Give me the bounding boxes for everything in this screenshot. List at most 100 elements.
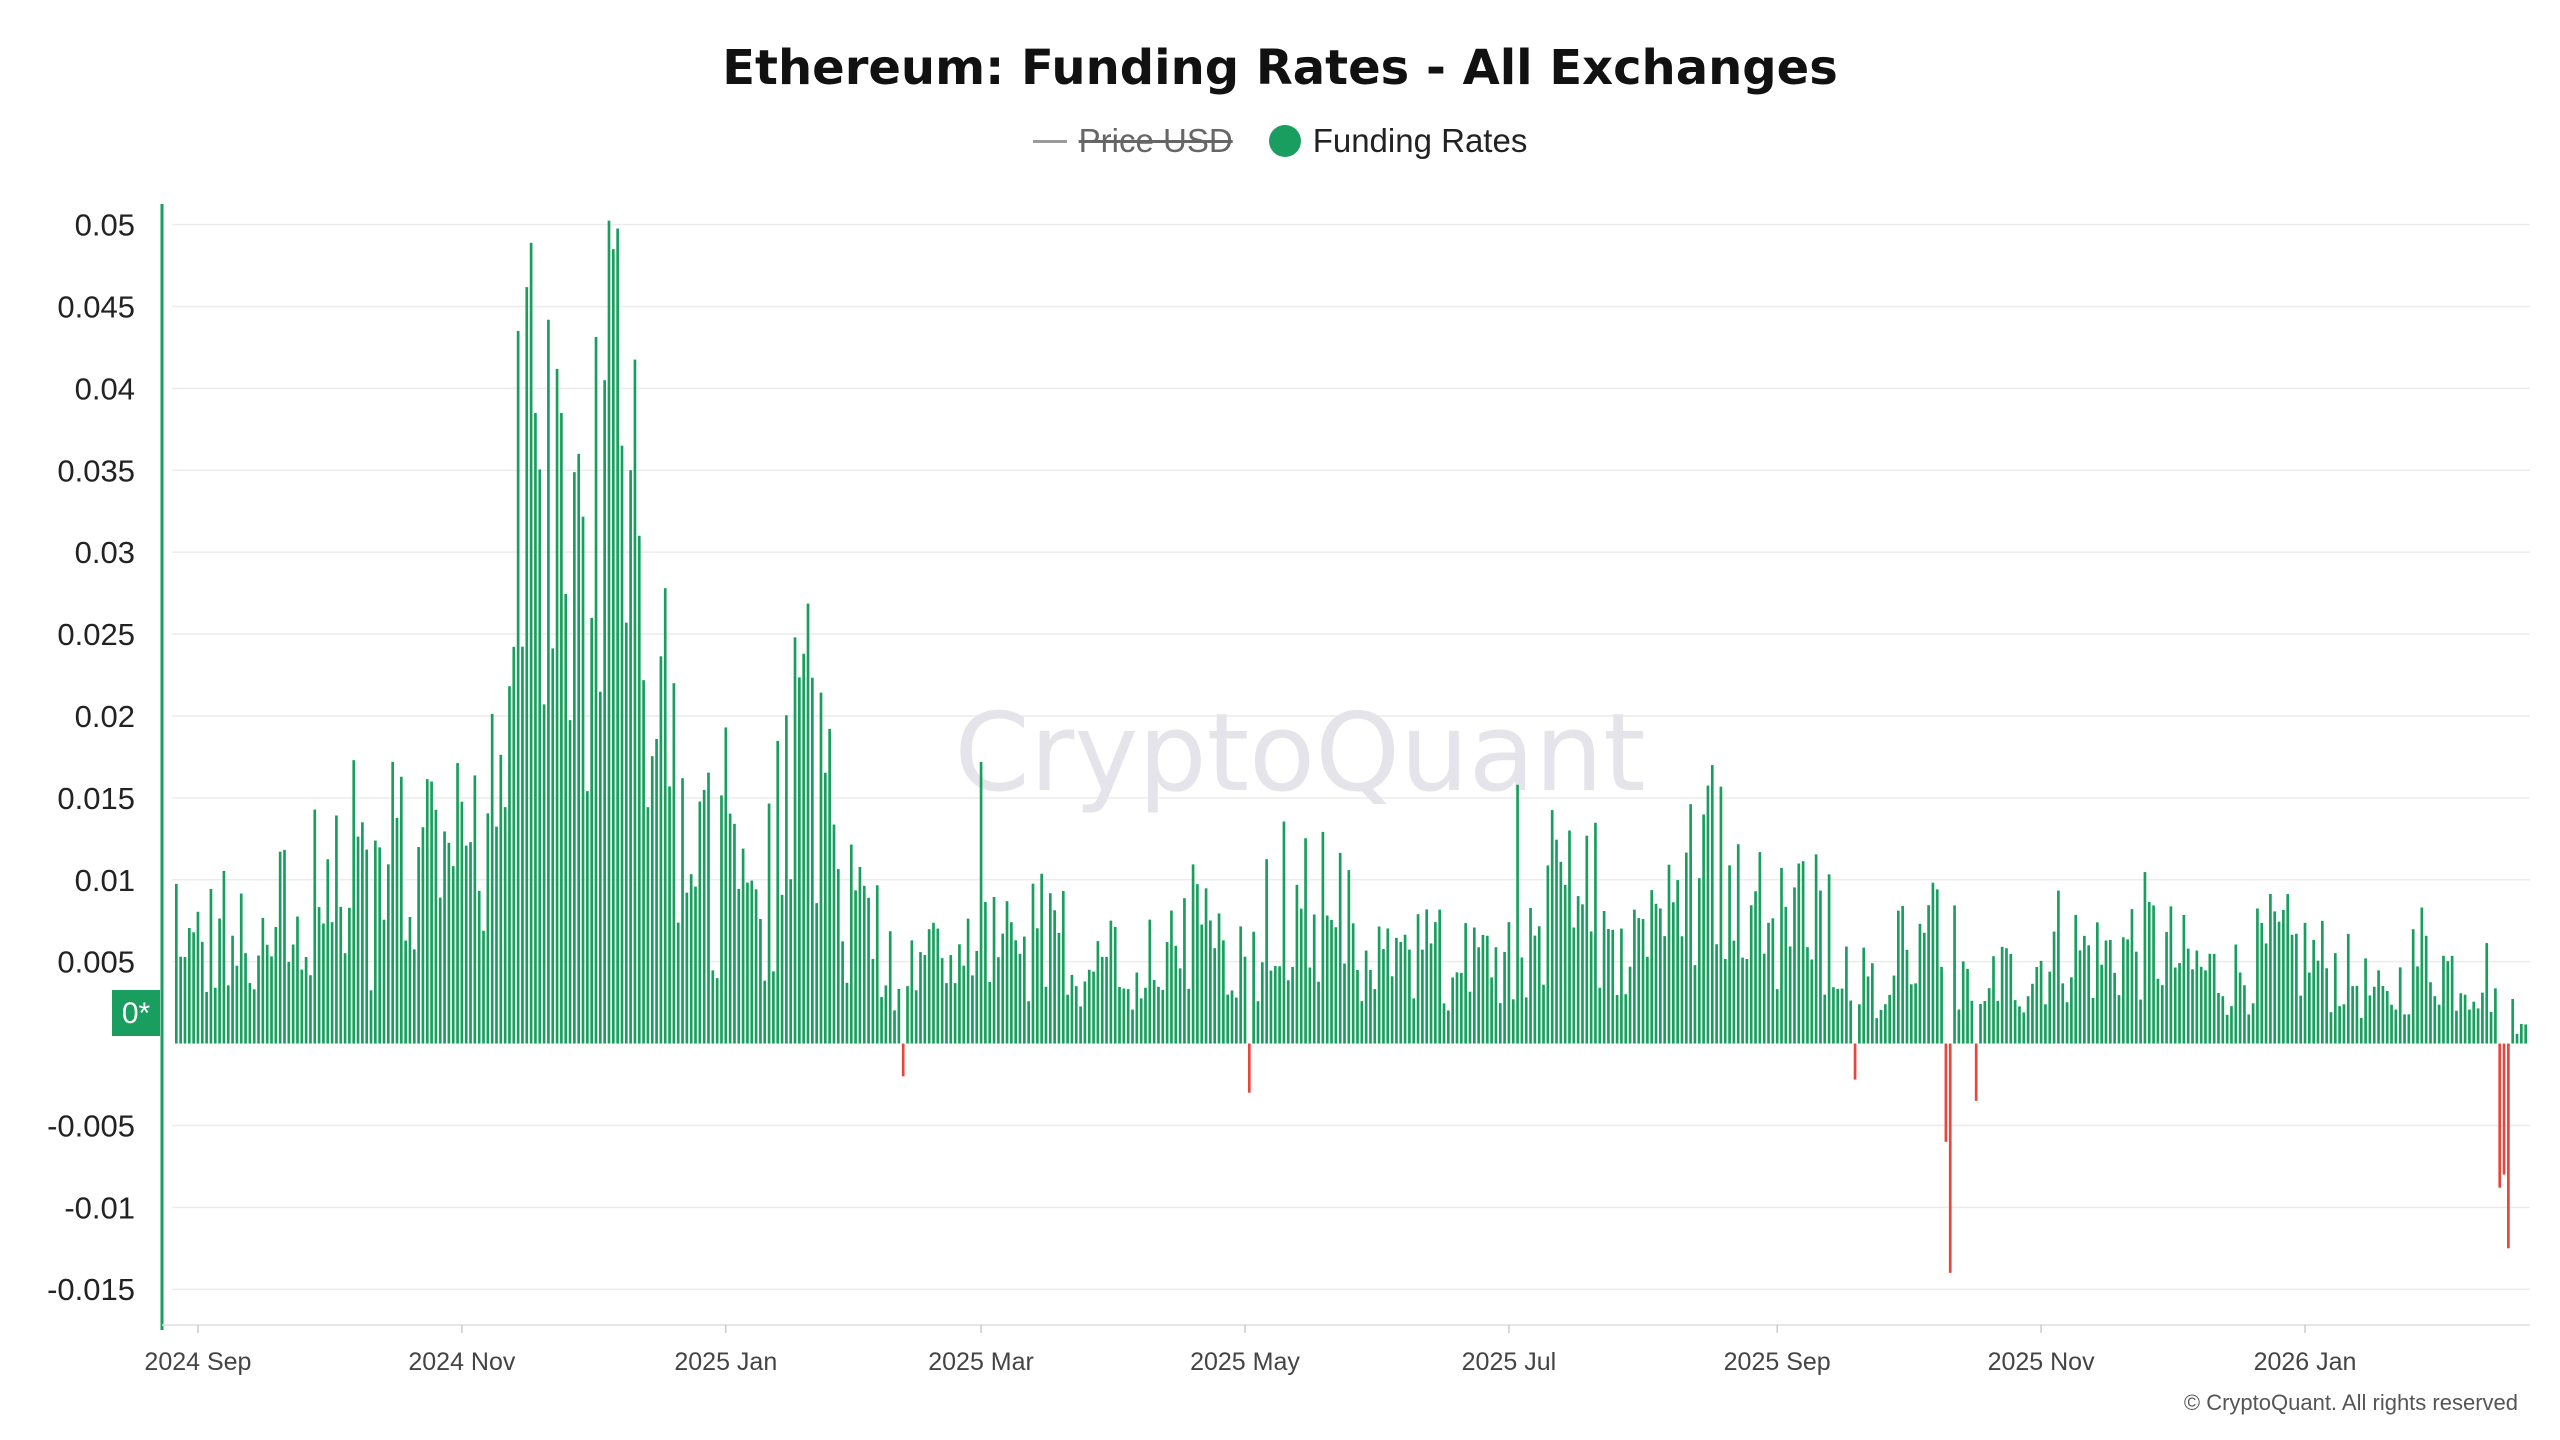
bar bbox=[2113, 972, 2116, 1044]
bar bbox=[1581, 904, 1584, 1044]
bar bbox=[1905, 949, 1909, 1044]
legend-item-price-usd[interactable]: Price USD bbox=[1032, 122, 1233, 160]
bar bbox=[1507, 922, 1511, 1044]
bar bbox=[966, 918, 970, 1044]
bar bbox=[1369, 969, 1372, 1044]
bar bbox=[430, 781, 433, 1044]
bar bbox=[1607, 929, 1610, 1044]
bar bbox=[689, 874, 693, 1044]
bar bbox=[200, 941, 204, 1044]
bar bbox=[1633, 909, 1636, 1044]
watermark: CryptoQuant bbox=[954, 691, 1645, 816]
bar bbox=[525, 287, 529, 1044]
bar bbox=[2018, 1006, 2021, 1044]
bar bbox=[399, 776, 403, 1044]
bar bbox=[590, 617, 594, 1044]
zero-marker: 0* bbox=[112, 990, 160, 1036]
legend-item-funding-rates[interactable]: Funding Rates bbox=[1268, 122, 1527, 160]
bar bbox=[2083, 935, 2086, 1044]
bar bbox=[248, 983, 252, 1044]
bar bbox=[1909, 984, 1913, 1044]
bar bbox=[1814, 854, 1818, 1044]
bar bbox=[1849, 1000, 1853, 1044]
bar bbox=[1031, 883, 1035, 1044]
bar bbox=[979, 761, 983, 1044]
bar bbox=[412, 949, 416, 1044]
bar bbox=[1118, 987, 1121, 1044]
bar bbox=[642, 680, 645, 1044]
bar bbox=[1490, 977, 1493, 1044]
bar bbox=[2372, 986, 2376, 1044]
bar bbox=[871, 958, 875, 1044]
bar bbox=[2160, 985, 2164, 1044]
bar bbox=[1265, 859, 1268, 1044]
bar bbox=[1278, 966, 1281, 1044]
bar bbox=[1715, 944, 1718, 1044]
bar bbox=[1260, 962, 1264, 1044]
bar bbox=[940, 958, 944, 1044]
bar bbox=[737, 888, 741, 1044]
bar bbox=[2308, 972, 2311, 1044]
bar bbox=[715, 978, 719, 1044]
bar bbox=[1684, 852, 1688, 1044]
bar bbox=[1152, 979, 1156, 1044]
bar bbox=[447, 842, 451, 1044]
bar bbox=[984, 902, 987, 1044]
bar bbox=[374, 840, 377, 1044]
bar bbox=[1247, 1043, 1251, 1093]
bar bbox=[2078, 950, 2082, 1044]
legend: Price USD Funding Rates bbox=[0, 122, 2560, 160]
bar bbox=[2139, 999, 2142, 1044]
bar bbox=[1243, 956, 1247, 1044]
bar bbox=[923, 955, 927, 1044]
bar bbox=[1191, 864, 1195, 1044]
bar bbox=[1689, 804, 1692, 1044]
bar bbox=[304, 957, 308, 1044]
bar bbox=[607, 220, 611, 1044]
bar bbox=[2217, 993, 2220, 1044]
bar bbox=[2442, 955, 2445, 1044]
bar bbox=[2312, 939, 2316, 1044]
y-tick-label: 0.005 bbox=[57, 945, 135, 980]
bar bbox=[2091, 997, 2095, 1044]
bar bbox=[1585, 835, 1589, 1044]
bar bbox=[1520, 957, 1524, 1044]
bar bbox=[2005, 948, 2008, 1044]
bar bbox=[1589, 931, 1593, 1044]
bar bbox=[694, 886, 697, 1044]
bar bbox=[750, 880, 754, 1044]
bar bbox=[1832, 987, 1835, 1044]
bar bbox=[2420, 907, 2424, 1044]
bar bbox=[1810, 959, 1814, 1044]
bar bbox=[330, 922, 334, 1044]
bar bbox=[793, 637, 797, 1044]
bar bbox=[542, 704, 546, 1044]
bar bbox=[1399, 941, 1403, 1044]
bar bbox=[395, 817, 399, 1044]
bar bbox=[620, 445, 624, 1044]
bar bbox=[663, 588, 667, 1044]
bar bbox=[1819, 890, 1822, 1044]
bar bbox=[1529, 907, 1532, 1044]
bar bbox=[802, 653, 806, 1044]
bar bbox=[1269, 970, 1273, 1044]
bar bbox=[1178, 968, 1182, 1044]
bar bbox=[581, 516, 585, 1044]
bar bbox=[1187, 988, 1191, 1044]
bar bbox=[1892, 975, 1896, 1044]
bar bbox=[1330, 919, 1333, 1044]
bar bbox=[1914, 983, 1917, 1044]
bar bbox=[1014, 940, 1018, 1044]
bar bbox=[2221, 996, 2225, 1044]
bar bbox=[936, 928, 940, 1044]
bar bbox=[2199, 966, 2203, 1044]
bar bbox=[1204, 888, 1208, 1044]
bar bbox=[1447, 1010, 1450, 1044]
bar bbox=[1096, 941, 1100, 1044]
bar bbox=[2247, 1014, 2251, 1044]
bar bbox=[1940, 966, 1943, 1044]
y-tick-label: 0.025 bbox=[57, 617, 135, 652]
bar bbox=[573, 472, 576, 1044]
bar bbox=[1961, 961, 1965, 1044]
